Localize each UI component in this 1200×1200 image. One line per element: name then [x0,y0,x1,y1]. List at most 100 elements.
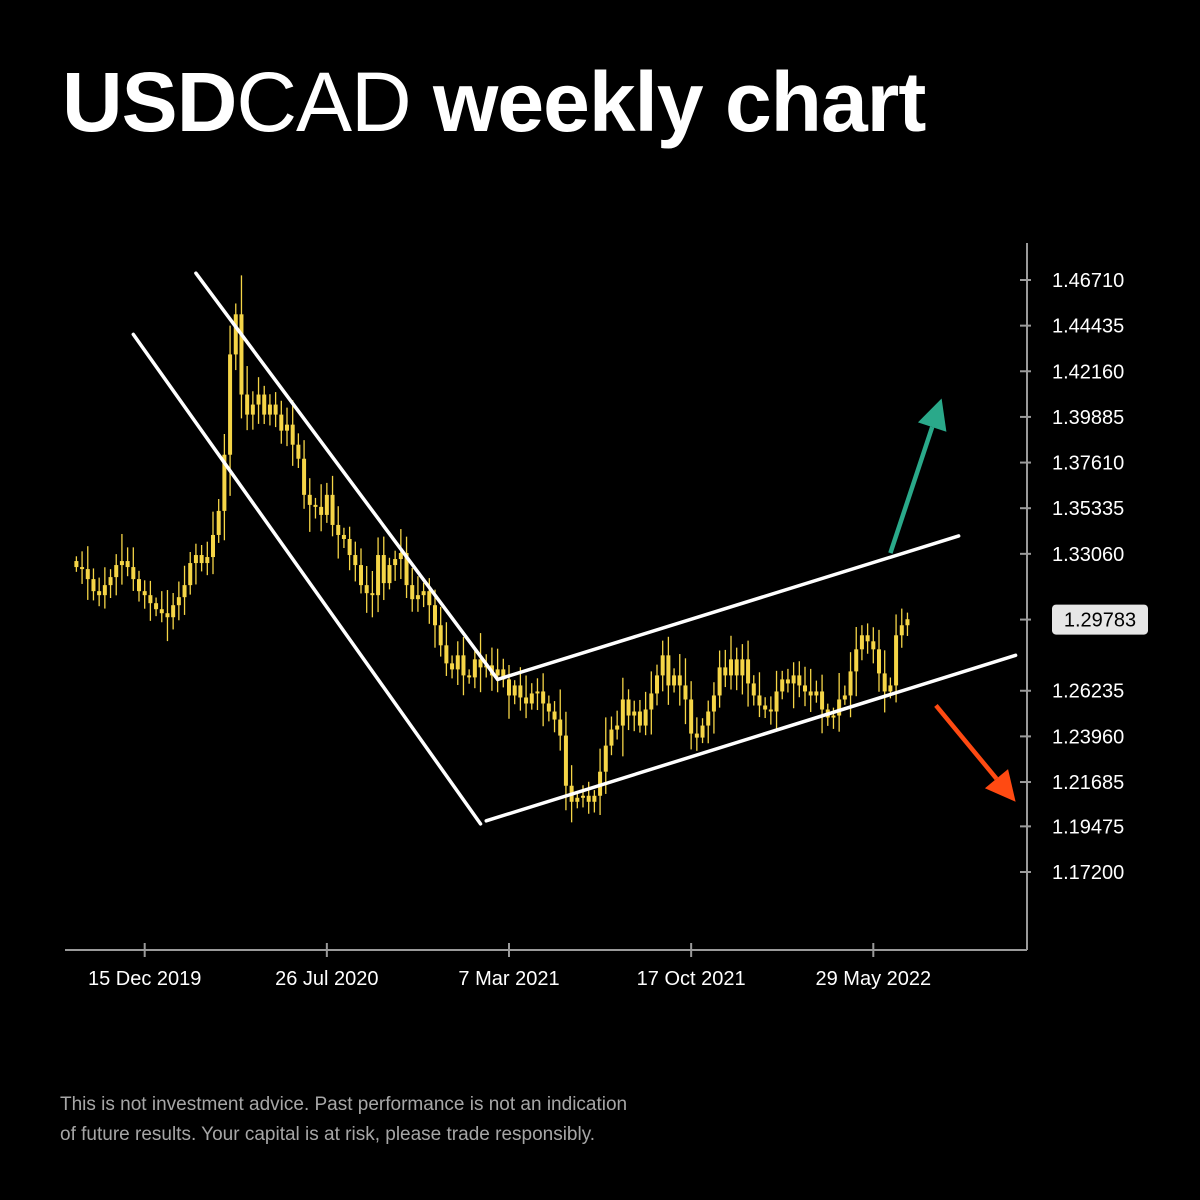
x-tick-label: 15 Dec 2019 [88,968,201,990]
candle [689,681,694,750]
candle [472,648,477,689]
candle-body [80,567,85,570]
uptrend-upper-line [495,534,961,682]
candle-body [376,555,381,596]
candle-body [148,595,153,604]
candle [91,568,96,601]
candle [711,682,716,734]
y-tick-label: 1.37610 [1052,453,1124,475]
candle-body [649,693,654,710]
candle [256,377,261,424]
candle [791,662,796,709]
disclaimer: This is not investment advice. Past perf… [60,1090,760,1150]
y-tick-label: 1.23960 [1052,726,1124,748]
candle [609,716,614,756]
disclaimer-line-1: This is not investment advice. Past perf… [60,1094,628,1115]
candle [478,633,483,693]
candle [734,647,739,691]
candle [222,434,227,541]
candles [74,275,910,823]
candle [894,614,899,703]
candle-body [159,609,164,614]
candle [125,547,130,577]
candle [501,658,506,688]
candle [455,641,460,686]
y-tick-label: 1.42160 [1052,361,1124,383]
down-arrow-icon [934,704,1016,802]
candle [649,671,654,735]
candle-body [774,691,779,712]
candle-body [273,404,278,415]
y-tick-label: 1.44435 [1052,316,1124,338]
candle-body [324,494,329,515]
candle-body [626,699,631,716]
candle [285,407,289,447]
y-tick-label: 1.39885 [1052,407,1124,429]
x-axis-labels: 15 Dec 2019 26 Jul 2020 7 Mar 2021 17 Oct 2… [88,968,931,990]
candle-body [763,705,768,710]
candle-body [615,725,620,730]
candle-body [102,585,107,596]
candle [290,400,295,466]
candle-body [643,709,648,726]
candle [774,670,779,732]
last-price-tag: 1.29783 [1052,604,1148,635]
candle [444,622,449,676]
candle-body [211,534,215,558]
candle [507,665,511,719]
up-arrow-icon-shaft [888,426,935,554]
candle [211,511,215,575]
up-arrow-icon [888,398,947,554]
candle [341,527,346,549]
candle-body [785,679,790,684]
candle [626,689,631,731]
candle [119,533,124,585]
candle [700,718,705,744]
candle [267,394,272,426]
candle-body [859,635,864,650]
candle-body [336,524,341,535]
candle [546,695,551,722]
candle-body [131,567,136,580]
candle-body [512,685,517,696]
candle [837,672,842,732]
candle [518,667,523,711]
candle-body [660,655,665,676]
candle [102,567,107,609]
candle [381,536,386,601]
candle-body [507,679,511,696]
candle [746,640,751,707]
candle-body [433,605,437,626]
candle [763,697,768,719]
candle [404,536,409,599]
candle-body [865,635,870,642]
candle [740,644,745,695]
candle [165,590,170,642]
candle [814,680,819,703]
candle-body [791,675,796,684]
y-tick-label: 1.33060 [1052,544,1124,566]
x-tick-label: 7 Mar 2021 [458,968,559,990]
candle-body [831,715,836,718]
candle-body [552,711,557,720]
candle-body [364,585,369,594]
uptrend-lower-line [484,653,1018,823]
candle-body [700,725,705,738]
candle-body [768,709,773,712]
candle [376,537,381,613]
candle [279,400,284,444]
chart-title: USDCAD weekly chart [62,52,926,152]
candle [410,567,415,612]
candle [370,571,375,618]
candle-body [279,414,284,431]
candle [512,680,517,705]
candle [882,650,887,713]
candle-body [296,444,301,459]
candle-body [393,559,398,566]
downtrend-lower-line [131,332,483,826]
candle-body [285,424,289,431]
candle-body [529,693,534,704]
disclaimer-line-2: of future results. Your capital is at ri… [60,1124,596,1145]
candle-body [176,597,181,606]
